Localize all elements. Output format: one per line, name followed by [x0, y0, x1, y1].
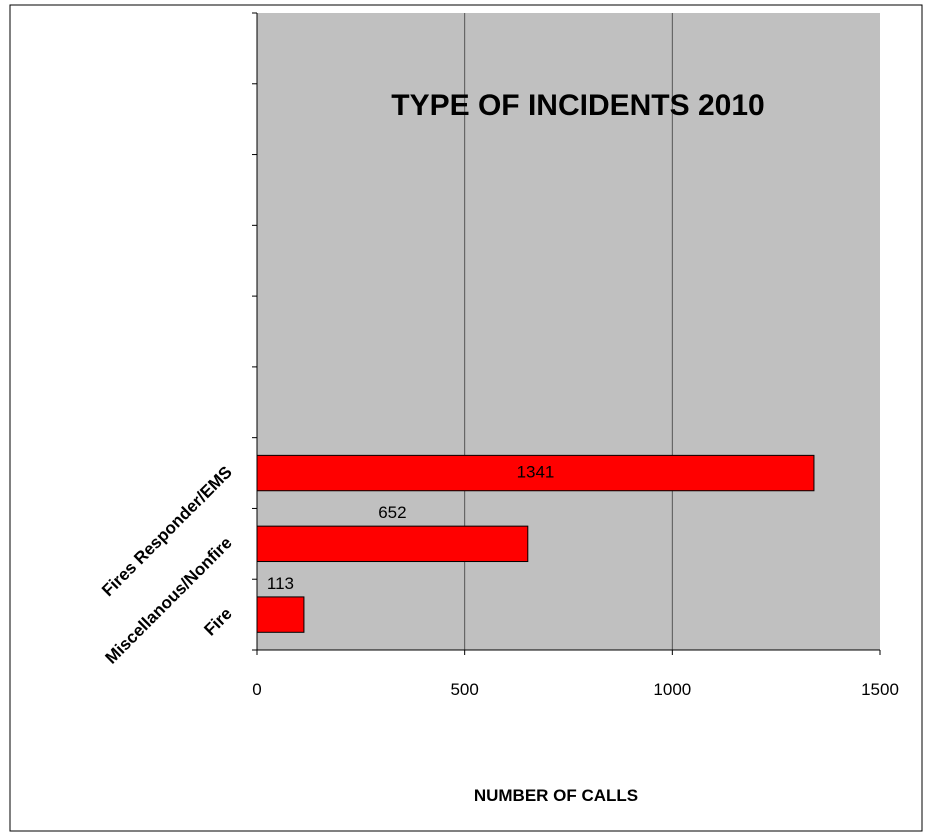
- x-axis-title: NUMBER OF CALLS: [474, 786, 638, 805]
- bars: [256, 454, 815, 633]
- data-label: 652: [378, 503, 406, 522]
- bar-fires-responder-ems: [256, 454, 815, 492]
- data-label: 113: [267, 574, 294, 593]
- x-tick-label: 0: [252, 680, 261, 699]
- chart-title: TYPE OF INCIDENTS 2010: [391, 89, 764, 122]
- x-tick-label: 500: [450, 680, 478, 699]
- bar-fire: [256, 596, 305, 633]
- data-label: 1341: [517, 462, 555, 481]
- x-tick-label: 1000: [653, 680, 691, 699]
- bar-miscellanous-nonfire: [256, 525, 529, 563]
- x-tick-label: 1500: [861, 680, 899, 699]
